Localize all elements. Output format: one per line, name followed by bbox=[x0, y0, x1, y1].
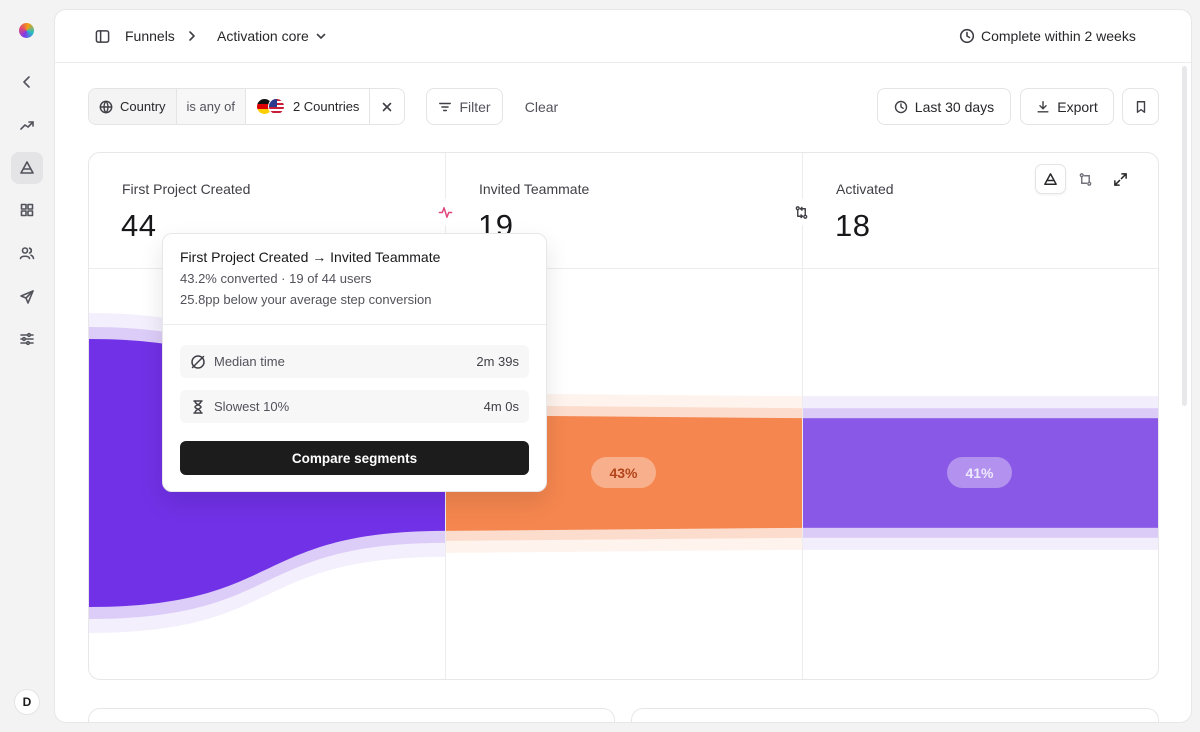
grid-icon bbox=[20, 203, 34, 217]
left-rail: D bbox=[0, 0, 54, 732]
tooltip-divider bbox=[163, 324, 546, 325]
expand-chart-button[interactable] bbox=[1105, 164, 1136, 194]
compare-arrows-icon bbox=[1079, 172, 1092, 186]
add-filter-button[interactable]: Filter bbox=[426, 88, 503, 125]
filter-button-label: Filter bbox=[459, 98, 491, 115]
chevron-left-icon bbox=[23, 76, 30, 88]
slowest-row: Slowest 10% 4m 0s bbox=[180, 390, 529, 423]
clock-icon bbox=[894, 100, 908, 114]
pulse-icon bbox=[438, 206, 452, 218]
step-name: First Project Created bbox=[122, 181, 251, 197]
step-tooltip: First Project Created → Invited Teammate… bbox=[162, 233, 547, 492]
header-divider bbox=[89, 268, 1158, 269]
sidebar-toggle-icon[interactable] bbox=[95, 29, 110, 44]
tooltip-conversion: 43.2% converted · 19 of 44 users bbox=[180, 271, 372, 286]
chevron-right-icon bbox=[186, 30, 198, 42]
export-button[interactable]: Export bbox=[1020, 88, 1114, 125]
expand-icon bbox=[1114, 172, 1127, 186]
secondary-card bbox=[631, 708, 1159, 722]
filter-property[interactable]: Country bbox=[89, 89, 177, 124]
compare-steps-button[interactable] bbox=[788, 199, 814, 225]
conversion-badge-2: 41% bbox=[947, 457, 1012, 488]
secondary-card bbox=[88, 708, 615, 722]
globe-icon bbox=[99, 100, 113, 114]
tooltip-comparison: 25.8pp below your average step conversio… bbox=[180, 292, 432, 307]
clear-filters-button[interactable]: Clear bbox=[516, 88, 567, 125]
funnel-step-1[interactable]: First Project Created 44 bbox=[89, 153, 445, 268]
sliders-icon bbox=[20, 332, 34, 346]
nav-messages[interactable] bbox=[11, 281, 43, 313]
users-icon bbox=[19, 247, 35, 260]
send-icon bbox=[20, 290, 34, 304]
top-bar: Funnels Activation core Complete within … bbox=[55, 10, 1191, 63]
median-time-row: Median time 2m 39s bbox=[180, 345, 529, 378]
date-range-button[interactable]: Last 30 days bbox=[877, 88, 1011, 125]
median-time-value: 2m 39s bbox=[476, 354, 519, 369]
country-flags bbox=[255, 98, 286, 115]
nav-trends[interactable] bbox=[11, 110, 43, 142]
bookmark-button[interactable] bbox=[1122, 88, 1159, 125]
conversion-badge-1: 43% bbox=[591, 457, 656, 488]
filter-operator[interactable]: is any of bbox=[176, 89, 246, 124]
nav-dashboards[interactable] bbox=[11, 194, 43, 226]
nav-users[interactable] bbox=[11, 237, 43, 269]
download-icon bbox=[1036, 100, 1050, 114]
step-divider bbox=[802, 153, 803, 679]
funnel-icon bbox=[20, 161, 34, 174]
app-logo[interactable] bbox=[19, 23, 34, 38]
median-time-label: Median time bbox=[214, 354, 285, 369]
filter-lines-icon bbox=[438, 100, 452, 114]
funnel-chart-card: First Project Created 44 Invited Teammat… bbox=[88, 152, 1159, 680]
compare-arrows-icon bbox=[795, 205, 807, 219]
avatar[interactable]: D bbox=[14, 689, 40, 715]
slowest-label: Slowest 10% bbox=[214, 399, 290, 414]
funnel-icon bbox=[1044, 172, 1057, 185]
hourglass-icon bbox=[193, 399, 203, 414]
conversion-window[interactable]: Complete within 2 weeks bbox=[959, 28, 1136, 44]
funnel-selector[interactable]: Activation core bbox=[217, 28, 327, 44]
breadcrumb-current: Activation core bbox=[217, 28, 309, 44]
collapse-sidebar-button[interactable] bbox=[11, 66, 43, 98]
scrollbar[interactable] bbox=[1182, 66, 1187, 406]
drop-off-insight-button[interactable] bbox=[432, 199, 458, 225]
export-label: Export bbox=[1057, 98, 1098, 115]
funnel-step-3[interactable]: Activated 18 bbox=[803, 153, 1158, 268]
breadcrumb-root[interactable]: Funnels bbox=[125, 28, 175, 44]
flow-view-toggle[interactable] bbox=[1070, 164, 1101, 194]
us-flag-icon bbox=[267, 98, 285, 115]
median-icon bbox=[191, 354, 205, 369]
funnel-view-toggle[interactable] bbox=[1035, 164, 1066, 194]
remove-filter-button[interactable] bbox=[370, 89, 404, 124]
filter-value[interactable]: 2 Countries bbox=[246, 89, 371, 124]
conversion-window-label: Complete within 2 weeks bbox=[981, 28, 1136, 44]
step-count: 44 bbox=[121, 208, 157, 243]
chevron-down-icon bbox=[315, 30, 327, 42]
nav-settings[interactable] bbox=[11, 323, 43, 355]
date-range-label: Last 30 days bbox=[914, 98, 995, 115]
step-count: 18 bbox=[835, 208, 871, 243]
step-name: Activated bbox=[836, 181, 894, 197]
filter-value-label: 2 Countries bbox=[292, 99, 360, 114]
chart-view-toggle bbox=[1035, 164, 1136, 194]
filter-property-label: Country bbox=[120, 99, 166, 114]
slowest-value: 4m 0s bbox=[483, 399, 519, 414]
step-name: Invited Teammate bbox=[479, 181, 590, 197]
compare-segments-button[interactable]: Compare segments bbox=[180, 441, 529, 475]
nav-funnels[interactable] bbox=[11, 152, 43, 184]
main-panel: Funnels Activation core Complete within … bbox=[54, 9, 1192, 723]
clock-icon bbox=[959, 28, 975, 44]
tooltip-title: First Project Created → Invited Teammate bbox=[180, 249, 441, 265]
breadcrumb: Funnels bbox=[125, 28, 175, 44]
close-icon bbox=[381, 101, 393, 113]
trending-up-icon bbox=[20, 121, 34, 130]
funnel-band-step-3 bbox=[803, 418, 1158, 528]
bookmark-icon bbox=[1134, 100, 1148, 114]
country-filter-chip: Country is any of 2 Countries bbox=[88, 88, 406, 125]
